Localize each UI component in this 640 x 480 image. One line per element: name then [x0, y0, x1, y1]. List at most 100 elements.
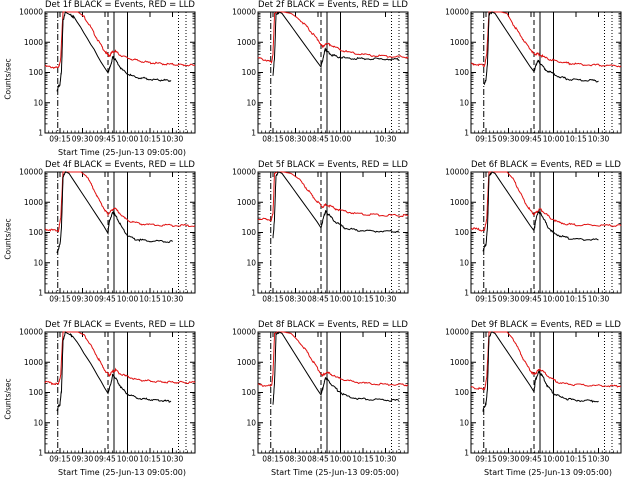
- x-axis-label: Start Time (25-Jun-13 09:05:00): [271, 468, 399, 477]
- events-series-line: [272, 331, 400, 405]
- lld-series-line: [44, 11, 196, 69]
- chart-title: Det 5f BLACK = Events, RED = LLD: [258, 160, 408, 170]
- chart-panel: 1 10 100 1000 10000 09:15 09:30 09:45 10:00 10:15…: [0, 320, 213, 480]
- y-tick-label: 1: [38, 449, 43, 458]
- lld-series-line: [44, 331, 196, 386]
- events-series-line: [56, 171, 173, 254]
- x-axis-label: Start Time (25-Jun-13 09:05:00): [484, 468, 612, 477]
- x-tick-label: 10:00: [543, 455, 565, 464]
- x-tick-label: 10:30: [375, 135, 397, 144]
- y-tick-label: 10: [246, 258, 256, 267]
- y-tick-label: 10: [246, 98, 256, 107]
- chart-panel: 1 10 100 1000 10000 09:15 09:30 09:45 10:00 10:15…: [426, 0, 639, 160]
- x-tick-label: 10:30: [588, 135, 610, 144]
- y-tick-label: 10000: [19, 328, 43, 337]
- lld-series-line: [257, 11, 409, 64]
- x-tick-label: 10:00: [330, 455, 352, 464]
- x-tick-label: 08:30: [285, 295, 307, 304]
- y-tick-label: 1000: [24, 198, 43, 207]
- lld-series-line: [257, 331, 409, 388]
- y-tick-label: 10000: [232, 168, 256, 177]
- chart-svg: 1 10 100 1000 10000 08:15 08:30 08:45 10:00 10:15…: [232, 168, 409, 304]
- x-tick-label: 10:15: [139, 455, 161, 464]
- y-tick-label: 1000: [24, 38, 43, 47]
- y-tick-label: 10000: [445, 168, 469, 177]
- y-tick-label: 1000: [450, 198, 469, 207]
- plot-frame: [44, 171, 196, 294]
- x-tick-label: 10:15: [565, 455, 587, 464]
- x-tick-label: 10:00: [117, 295, 139, 304]
- y-tick-label: 10000: [19, 8, 43, 17]
- events-series-line: [482, 171, 599, 252]
- y-tick-label: 10: [459, 258, 469, 267]
- plot-frame: [257, 171, 409, 294]
- lld-series-line: [257, 171, 409, 222]
- y-tick-label: 1: [38, 289, 43, 298]
- events-series-line: [272, 11, 400, 76]
- x-tick-label: 08:15: [262, 455, 284, 464]
- chart-svg: 1 10 100 1000 10000 09:15 09:30 09:45 10:00 10:15…: [445, 168, 622, 304]
- x-tick-label: 10:15: [352, 455, 374, 464]
- chart-title: Det 9f BLACK = Events, RED = LLD: [471, 320, 621, 330]
- x-tick-label: 08:30: [285, 455, 307, 464]
- x-tick-label: 09:30: [498, 455, 520, 464]
- x-tick-label: 09:30: [72, 135, 94, 144]
- y-tick-label: 100: [29, 68, 44, 77]
- chart-title: Det 7f BLACK = Events, RED = LLD: [45, 320, 195, 330]
- chart-title: Det 2f BLACK = Events, RED = LLD: [258, 0, 408, 10]
- y-tick-label: 10000: [19, 168, 43, 177]
- y-tick-label: 100: [455, 388, 470, 397]
- x-tick-label: 10:00: [330, 295, 352, 304]
- chart-panel: 1 10 100 1000 10000 09:15 09:30 09:45 10:00 10:15…: [426, 320, 639, 480]
- plot-frame: [44, 331, 196, 454]
- x-tick-label: 08:15: [262, 135, 284, 144]
- chart-svg: 1 10 100 1000 10000 09:15 09:30 09:45 10:00 10:15…: [19, 168, 196, 304]
- chart-svg: 1 10 100 1000 10000 09:15 09:30 09:45 10:00 10:15…: [19, 328, 196, 464]
- chart-panel: 1 10 100 1000 10000 09:15 09:30 09:45 10:00 10:15…: [0, 160, 213, 320]
- x-tick-label: 09:30: [72, 295, 94, 304]
- x-tick-label: 10:15: [565, 135, 587, 144]
- x-tick-label: 10:30: [162, 135, 184, 144]
- x-tick-label: 08:15: [262, 295, 284, 304]
- y-tick-label: 10: [33, 258, 43, 267]
- lld-series-line: [44, 171, 196, 233]
- x-tick-label: 10:30: [162, 455, 184, 464]
- y-tick-label: 1: [38, 129, 43, 138]
- x-tick-label: 09:15: [475, 135, 497, 144]
- chart-svg: 1 10 100 1000 10000 09:15 09:30 09:45 10:00 10:15…: [445, 328, 622, 464]
- y-tick-label: 100: [455, 68, 470, 77]
- x-tick-label: 09:45: [94, 455, 116, 464]
- events-series-line: [56, 11, 172, 92]
- lld-series-line: [470, 11, 622, 68]
- y-tick-label: 10: [459, 98, 469, 107]
- x-tick-label: 10:00: [117, 135, 139, 144]
- x-tick-label: 09:45: [520, 295, 542, 304]
- y-tick-label: 10000: [445, 8, 469, 17]
- y-tick-label: 100: [29, 228, 44, 237]
- y-tick-label: 1: [251, 129, 256, 138]
- x-tick-label: 09:15: [49, 135, 71, 144]
- x-tick-label: 08:30: [285, 135, 307, 144]
- y-tick-label: 100: [242, 388, 257, 397]
- y-tick-label: 1: [464, 449, 469, 458]
- x-tick-label: 09:45: [94, 135, 116, 144]
- events-series-line: [56, 331, 172, 412]
- y-tick-label: 10000: [445, 328, 469, 337]
- y-axis-label: Counts/sec: [3, 58, 13, 100]
- chart-title: Det 4f BLACK = Events, RED = LLD: [45, 160, 195, 170]
- plot-frame: [44, 11, 196, 134]
- y-axis-label: Counts/sec: [3, 218, 13, 260]
- chart-panel: 1 10 100 1000 10000 09:15 09:30 09:45 10:00 10:15…: [426, 160, 639, 320]
- y-tick-label: 1000: [237, 358, 256, 367]
- x-tick-label: 10:30: [375, 295, 397, 304]
- x-tick-label: 08:45: [307, 135, 329, 144]
- chart-svg: 1 10 100 1000 10000 09:15 09:30 09:45 10:00 10:15…: [19, 8, 196, 144]
- y-tick-label: 1000: [24, 358, 43, 367]
- y-tick-label: 10000: [232, 8, 256, 17]
- chart-svg: 1 10 100 1000 10000 08:15 08:30 08:45 10:00 10:15…: [232, 328, 409, 464]
- x-tick-label: 08:45: [307, 295, 329, 304]
- x-tick-label: 09:30: [498, 295, 520, 304]
- chart-svg: 1 10 100 1000 10000 09:15 09:30 09:45 10:00 10:15…: [445, 8, 622, 144]
- x-tick-label: 09:45: [94, 295, 116, 304]
